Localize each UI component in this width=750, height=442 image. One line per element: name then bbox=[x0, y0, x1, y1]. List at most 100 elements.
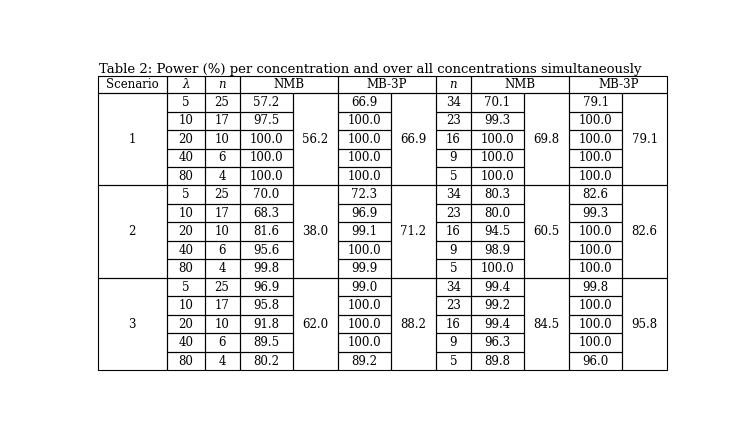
Text: MB-3P: MB-3P bbox=[598, 78, 638, 91]
Bar bbox=[436, 352, 471, 370]
Text: 99.1: 99.1 bbox=[351, 225, 377, 238]
Bar bbox=[205, 76, 240, 93]
Bar bbox=[471, 352, 524, 370]
Text: n: n bbox=[218, 78, 226, 91]
Bar bbox=[240, 259, 292, 278]
Bar bbox=[166, 315, 205, 333]
Text: 40: 40 bbox=[178, 151, 194, 164]
Bar bbox=[436, 315, 471, 333]
Bar bbox=[391, 93, 436, 186]
Text: 82.6: 82.6 bbox=[632, 225, 658, 238]
Text: 99.9: 99.9 bbox=[351, 262, 377, 275]
Text: 81.6: 81.6 bbox=[253, 225, 279, 238]
Bar bbox=[524, 186, 569, 278]
Bar bbox=[391, 186, 436, 278]
Text: 60.5: 60.5 bbox=[533, 225, 560, 238]
Text: 80.0: 80.0 bbox=[484, 207, 511, 220]
Bar bbox=[569, 259, 622, 278]
Bar bbox=[166, 130, 205, 149]
Bar bbox=[436, 149, 471, 167]
Bar bbox=[166, 352, 205, 370]
Bar bbox=[471, 296, 524, 315]
Text: 100.0: 100.0 bbox=[347, 170, 381, 183]
Bar bbox=[166, 76, 205, 93]
Bar bbox=[338, 111, 391, 130]
Bar bbox=[205, 333, 240, 352]
Text: 6: 6 bbox=[218, 244, 226, 257]
Bar bbox=[569, 186, 622, 204]
Text: 25: 25 bbox=[214, 188, 230, 201]
Text: 6: 6 bbox=[218, 336, 226, 349]
Text: 100.0: 100.0 bbox=[579, 262, 613, 275]
Text: 40: 40 bbox=[178, 244, 194, 257]
Bar bbox=[98, 76, 166, 93]
Bar bbox=[240, 167, 292, 186]
Text: 17: 17 bbox=[214, 299, 230, 312]
Bar bbox=[166, 167, 205, 186]
Bar bbox=[240, 352, 292, 370]
Text: 5: 5 bbox=[182, 281, 190, 293]
Bar bbox=[524, 93, 569, 186]
Text: 97.5: 97.5 bbox=[253, 114, 279, 127]
Text: 1: 1 bbox=[128, 133, 136, 146]
Text: 23: 23 bbox=[446, 207, 461, 220]
Text: 100.0: 100.0 bbox=[579, 133, 613, 146]
Text: 99.2: 99.2 bbox=[484, 299, 511, 312]
Bar bbox=[166, 296, 205, 315]
Text: 99.0: 99.0 bbox=[351, 281, 377, 293]
Bar bbox=[240, 222, 292, 241]
Bar bbox=[524, 278, 569, 370]
Bar bbox=[622, 93, 668, 186]
Text: 100.0: 100.0 bbox=[347, 114, 381, 127]
Bar bbox=[166, 222, 205, 241]
Bar bbox=[98, 278, 166, 370]
Bar bbox=[436, 333, 471, 352]
Text: 96.9: 96.9 bbox=[253, 281, 279, 293]
Bar bbox=[436, 186, 471, 204]
Bar bbox=[338, 204, 391, 222]
Bar bbox=[240, 241, 292, 259]
Bar bbox=[569, 278, 622, 296]
Bar bbox=[338, 315, 391, 333]
Bar bbox=[569, 241, 622, 259]
Bar bbox=[338, 149, 391, 167]
Text: 17: 17 bbox=[214, 207, 230, 220]
Bar bbox=[569, 296, 622, 315]
Bar bbox=[436, 241, 471, 259]
Text: 99.8: 99.8 bbox=[583, 281, 609, 293]
Bar bbox=[569, 76, 668, 93]
Text: 96.3: 96.3 bbox=[484, 336, 511, 349]
Text: 66.9: 66.9 bbox=[400, 133, 426, 146]
Text: 100.0: 100.0 bbox=[347, 318, 381, 331]
Text: 100.0: 100.0 bbox=[481, 170, 514, 183]
Text: MB-3P: MB-3P bbox=[367, 78, 407, 91]
Text: 100.0: 100.0 bbox=[347, 151, 381, 164]
Text: 100.0: 100.0 bbox=[579, 114, 613, 127]
Text: 80: 80 bbox=[178, 354, 193, 368]
Text: 10: 10 bbox=[178, 207, 193, 220]
Bar bbox=[338, 76, 436, 93]
Bar bbox=[436, 296, 471, 315]
Text: 99.3: 99.3 bbox=[583, 207, 609, 220]
Text: 99.4: 99.4 bbox=[484, 318, 511, 331]
Text: 100.0: 100.0 bbox=[481, 133, 514, 146]
Bar bbox=[338, 130, 391, 149]
Bar bbox=[166, 241, 205, 259]
Text: 20: 20 bbox=[178, 225, 193, 238]
Text: 79.1: 79.1 bbox=[632, 133, 658, 146]
Text: 100.0: 100.0 bbox=[347, 299, 381, 312]
Text: 34: 34 bbox=[446, 96, 461, 109]
Bar bbox=[338, 93, 391, 111]
Bar bbox=[471, 167, 524, 186]
Text: 79.1: 79.1 bbox=[583, 96, 609, 109]
Text: 100.0: 100.0 bbox=[579, 299, 613, 312]
Bar bbox=[240, 111, 292, 130]
Bar bbox=[569, 222, 622, 241]
Bar bbox=[471, 278, 524, 296]
Bar bbox=[205, 167, 240, 186]
Bar bbox=[338, 167, 391, 186]
Text: 56.2: 56.2 bbox=[302, 133, 328, 146]
Bar bbox=[391, 278, 436, 370]
Text: 5: 5 bbox=[182, 188, 190, 201]
Text: 80.2: 80.2 bbox=[253, 354, 279, 368]
